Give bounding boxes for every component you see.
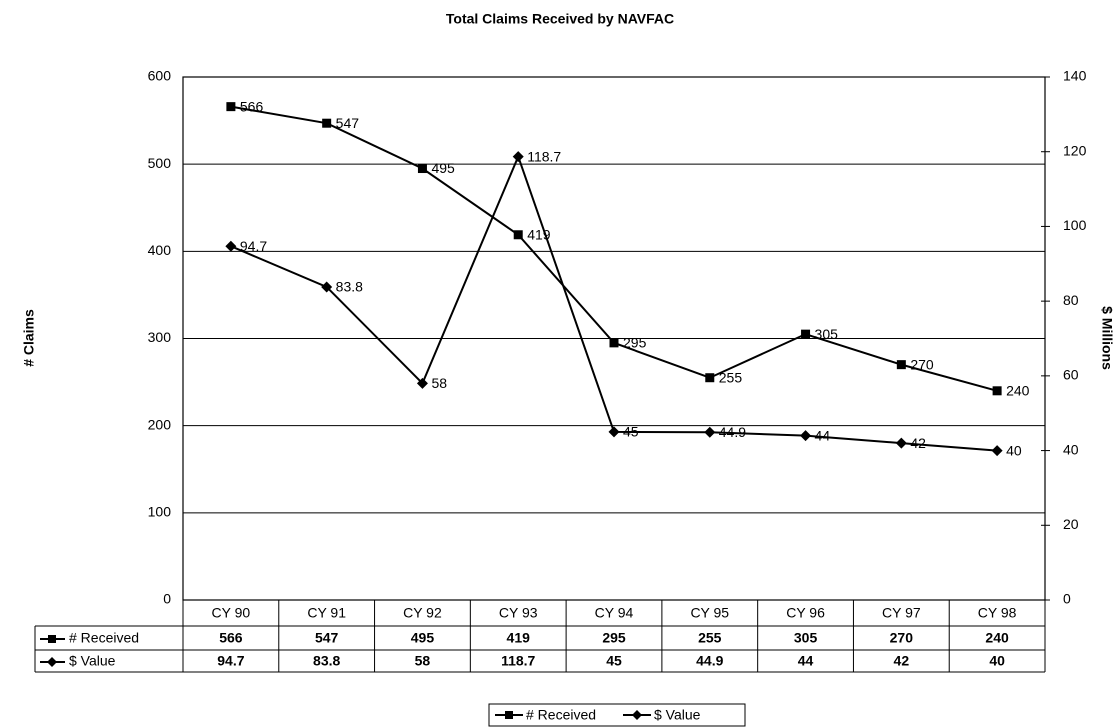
y-tick-label: 0 — [163, 591, 171, 607]
data-label: 255 — [719, 369, 743, 385]
legend-label: $ Value — [654, 707, 701, 723]
y2-tick-label: 0 — [1063, 591, 1071, 607]
table-cell: 547 — [315, 630, 339, 646]
data-label: 240 — [1006, 383, 1030, 399]
y2-tick-label: 40 — [1063, 441, 1079, 457]
table-cell: 44 — [798, 653, 814, 669]
marker — [322, 118, 332, 128]
marker — [705, 373, 715, 383]
table-cell: 295 — [602, 630, 626, 646]
y2-tick-label: 140 — [1063, 68, 1087, 84]
y2-tick-label: 80 — [1063, 292, 1079, 308]
marker — [417, 164, 427, 174]
table-cell: 44.9 — [696, 653, 723, 669]
data-label: 305 — [815, 326, 839, 342]
data-label: 40 — [1006, 442, 1022, 458]
y2-tick-label: 20 — [1063, 516, 1079, 532]
marker — [416, 377, 428, 389]
data-label: 42 — [910, 435, 926, 451]
y-axis-title: # Claims — [21, 309, 37, 367]
legend-label: # Received — [526, 707, 596, 723]
x-tick-label: CY 98 — [978, 605, 1017, 621]
x-tick-label: CY 94 — [595, 605, 634, 621]
marker — [609, 338, 619, 348]
table-cell: 255 — [698, 630, 722, 646]
table-cell: 419 — [507, 630, 531, 646]
data-label: 566 — [240, 98, 264, 114]
y2-axis-title: $ Millions — [1099, 306, 1115, 370]
data-label: 58 — [431, 375, 447, 391]
data-label: 118.7 — [527, 148, 561, 164]
marker — [608, 426, 620, 438]
y-tick-label: 600 — [148, 68, 172, 84]
marker — [632, 710, 642, 720]
x-tick-label: CY 92 — [403, 605, 442, 621]
y2-tick-label: 100 — [1063, 217, 1087, 233]
table-cell: 118.7 — [501, 653, 535, 669]
table-cell: 83.8 — [313, 653, 340, 669]
table-cell: 94.7 — [217, 653, 244, 669]
y-tick-label: 200 — [148, 416, 172, 432]
marker — [992, 386, 1002, 396]
data-label: 44.9 — [719, 424, 746, 440]
marker — [896, 360, 906, 370]
table-cell: 58 — [415, 653, 431, 669]
marker — [505, 711, 513, 719]
data-label: 270 — [910, 356, 934, 372]
table-cell: 495 — [411, 630, 435, 646]
marker — [800, 430, 812, 442]
y-tick-label: 400 — [148, 242, 172, 258]
table-cell: 40 — [989, 653, 1005, 669]
table-row-label: # Received — [69, 630, 139, 646]
chart-title: Total Claims Received by NAVFAC — [446, 11, 674, 27]
table-cell: 45 — [606, 653, 622, 669]
marker — [225, 240, 237, 252]
marker — [321, 281, 333, 293]
table-cell: 305 — [794, 630, 818, 646]
y-tick-label: 500 — [148, 155, 172, 171]
data-label: 45 — [623, 424, 639, 440]
table-cell: 270 — [890, 630, 914, 646]
plot-frame — [182, 76, 1046, 601]
data-label: 44 — [815, 427, 831, 443]
marker — [991, 445, 1003, 457]
marker — [512, 151, 524, 163]
data-label: 495 — [431, 160, 455, 176]
marker — [801, 329, 811, 339]
data-label: 94.7 — [240, 238, 267, 254]
table-cell: 42 — [894, 653, 910, 669]
table-cell: 566 — [219, 630, 243, 646]
data-label: 295 — [623, 335, 647, 351]
table-cell: 240 — [985, 630, 1009, 646]
x-tick-label: CY 97 — [882, 605, 921, 621]
legend: # Received $ Value — [488, 703, 746, 727]
marker — [513, 230, 523, 240]
x-tick-label: CY 95 — [690, 605, 729, 621]
table-row-label: $ Value — [69, 653, 116, 669]
y-tick-label: 100 — [148, 504, 172, 520]
marker — [704, 426, 716, 438]
series-line — [230, 105, 998, 392]
legend-frame — [488, 703, 746, 727]
x-tick-label: CY 96 — [786, 605, 825, 621]
marker — [895, 437, 907, 449]
y-tick-label: 300 — [148, 329, 172, 345]
marker — [47, 657, 57, 667]
marker — [48, 635, 56, 643]
marker — [226, 102, 236, 112]
x-tick-label: CY 90 — [212, 605, 251, 621]
data-label: 83.8 — [336, 279, 363, 295]
y2-tick-label: 120 — [1063, 142, 1087, 158]
x-tick-label: CY 91 — [307, 605, 346, 621]
series-line — [230, 153, 998, 452]
data-label: 547 — [336, 115, 360, 131]
x-tick-label: CY 93 — [499, 605, 538, 621]
y2-tick-label: 60 — [1063, 367, 1079, 383]
